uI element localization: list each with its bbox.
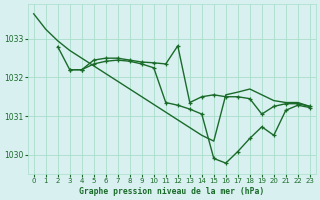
X-axis label: Graphe pression niveau de la mer (hPa): Graphe pression niveau de la mer (hPa) bbox=[79, 187, 264, 196]
